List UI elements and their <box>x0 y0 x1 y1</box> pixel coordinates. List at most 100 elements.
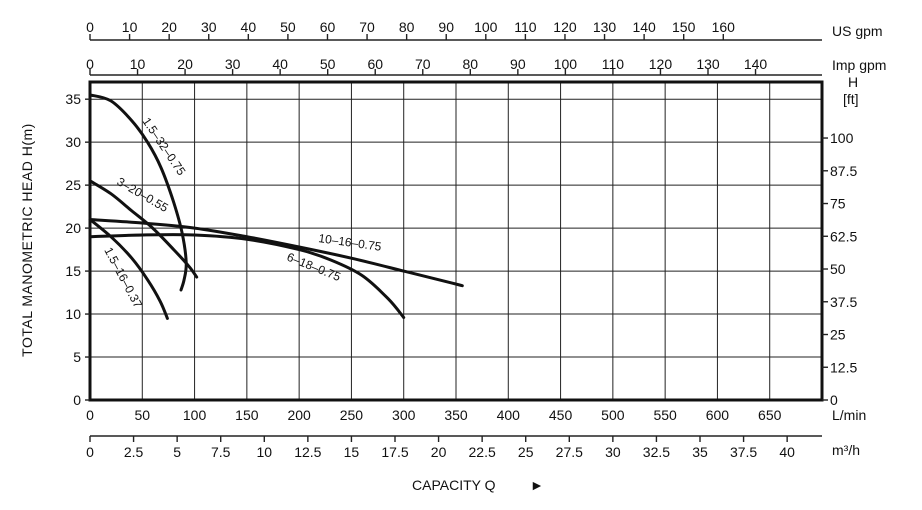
y-tick-label: 25 <box>65 177 81 193</box>
ft-unit-h: H <box>848 74 858 90</box>
x-tick-label: 300 <box>392 407 416 423</box>
imp-gpm-axis: Imp gpm 0 10 20 30 40 50 60 70 80 90 100 110 120 130 1… <box>86 56 886 76</box>
x-tick-label: 350 <box>444 407 468 423</box>
m3h-tick-label: 5 <box>173 444 181 460</box>
us-gpm-tick-label: 120 <box>553 19 577 35</box>
ft-tick-label: 12.5 <box>830 359 857 375</box>
us-gpm-tick-label: 60 <box>320 19 336 35</box>
x-tick-label: 0 <box>86 407 94 423</box>
m3h-tick-label: 12.5 <box>294 444 321 460</box>
m3h-unit: m³/h <box>832 442 860 458</box>
ft-unit-ft: [ft] <box>843 91 859 107</box>
ft-tick-label: 25 <box>830 327 846 343</box>
curve-label-1-5-16-0-37: 1.5–16–0.37 <box>101 245 145 311</box>
grid <box>89 82 822 401</box>
curve-3-20-0-55 <box>88 179 199 279</box>
m3h-tick-label: 7.5 <box>211 444 231 460</box>
m3h-tick-label: 37.5 <box>730 444 757 460</box>
y-tick-label: 30 <box>65 134 81 150</box>
us-gpm-tick-label: 40 <box>241 19 257 35</box>
imp-gpm-tick-label: 90 <box>510 56 526 72</box>
ft-tick-label: 37.5 <box>830 294 857 310</box>
ft-tick-label: 100 <box>830 130 854 146</box>
curve-label-1-5-32-0-75: 1.5–32–0.75 <box>140 115 189 178</box>
m3h-tick-label: 25 <box>518 444 534 460</box>
ft-tick-label: 87.5 <box>830 163 857 179</box>
imp-gpm-tick-label: 120 <box>649 56 673 72</box>
m3h-tick-label: 17.5 <box>381 444 408 460</box>
m3h-tick-label: 35 <box>692 444 708 460</box>
imp-gpm-tick-label: 60 <box>367 56 383 72</box>
x-tick-label: 650 <box>758 407 782 423</box>
ft-tick-label: 0 <box>830 392 838 408</box>
x-tick-label: 500 <box>601 407 625 423</box>
m3h-tick-label: 32.5 <box>643 444 670 460</box>
y-tick-label: 35 <box>65 91 81 107</box>
m3h-tick-label: 27.5 <box>556 444 583 460</box>
us-gpm-axis: US gpm 0 10 20 30 40 50 60 70 80 90 100 110 120 130 14… <box>86 19 883 41</box>
head-m-axis: TOTAL MANOMETRIC HEAD H(m) 0 5 10 15 20 25 30 3… <box>19 91 90 408</box>
us-gpm-tick-label: 150 <box>672 19 696 35</box>
imp-gpm-tick-label: 0 <box>86 56 94 72</box>
us-gpm-unit: US gpm <box>832 23 883 39</box>
m3h-tick-label: 10 <box>256 444 272 460</box>
us-gpm-tick-label: 160 <box>712 19 736 35</box>
us-gpm-tick-label: 80 <box>399 19 415 35</box>
imp-gpm-tick-label: 50 <box>320 56 336 72</box>
curves <box>88 93 464 320</box>
lmin-unit: L/min <box>832 407 866 423</box>
curve-1-5-32-0-75 <box>88 93 188 292</box>
x-tick-label: 450 <box>549 407 573 423</box>
curve-6-18-0-75 <box>88 233 406 319</box>
x-tick-label: 50 <box>134 407 150 423</box>
m3h-axis: m³/h 0 2.5 5 7.5 10 12.5 15 17.5 20 22.5 25 27.5 30 3… <box>86 435 860 460</box>
head-ft-axis: H [ft] 0 12.5 25 37.5 50 62.5 75 87.5 100 <box>822 74 859 408</box>
curve-10-16-0-75 <box>88 218 464 288</box>
imp-gpm-tick-label: 110 <box>602 56 625 72</box>
x-tick-label: 400 <box>497 407 521 423</box>
ft-tick-label: 50 <box>830 261 846 277</box>
ft-tick-label: 62.5 <box>830 228 857 244</box>
x-tick-label: 100 <box>183 407 207 423</box>
imp-gpm-tick-label: 80 <box>463 56 479 72</box>
us-gpm-tick-label: 130 <box>593 19 617 35</box>
imp-gpm-tick-label: 40 <box>272 56 288 72</box>
us-gpm-tick-label: 100 <box>474 19 498 35</box>
plot-frame <box>88 80 824 402</box>
y-tick-label: 20 <box>65 220 81 236</box>
us-gpm-tick-label: 140 <box>632 19 656 35</box>
x-tick-label: 200 <box>287 407 311 423</box>
imp-gpm-tick-label: 70 <box>415 56 431 72</box>
us-gpm-tick-label: 70 <box>359 19 375 35</box>
curve-labels: 1.5–32–0.753–20–0.551.5–16–0.3710–16–0.7… <box>101 115 382 311</box>
curve-label-10-16-0-75: 10–16–0.75 <box>318 231 383 254</box>
x-tick-label: 250 <box>340 407 364 423</box>
us-gpm-tick-label: 110 <box>514 19 537 35</box>
imp-gpm-unit: Imp gpm <box>832 57 886 73</box>
imp-gpm-tick-label: 10 <box>130 56 146 72</box>
x-tick-label: 600 <box>706 407 730 423</box>
us-gpm-tick-label: 30 <box>201 19 217 35</box>
us-gpm-tick-label: 10 <box>122 19 138 35</box>
y-tick-label: 15 <box>65 263 81 279</box>
imp-gpm-tick-label: 140 <box>744 56 768 72</box>
us-gpm-tick-label: 0 <box>86 19 94 35</box>
m3h-tick-label: 2.5 <box>124 444 144 460</box>
imp-gpm-tick-label: 20 <box>177 56 193 72</box>
m3h-tick-label: 0 <box>86 444 94 460</box>
x-axis-label: CAPACITY Q <box>412 477 496 493</box>
m3h-tick-label: 22.5 <box>469 444 496 460</box>
us-gpm-tick-label: 90 <box>438 19 454 35</box>
m3h-tick-label: 15 <box>344 444 360 460</box>
y-tick-label: 5 <box>73 349 81 365</box>
ft-tick-label: 75 <box>830 196 846 212</box>
m3h-tick-label: 30 <box>605 444 621 460</box>
x-axis-label-arrow: ► <box>530 477 544 493</box>
us-gpm-tick-label: 20 <box>161 19 177 35</box>
us-gpm-tick-label: 50 <box>280 19 296 35</box>
x-tick-label: 150 <box>235 407 259 423</box>
x-tick-label: 550 <box>653 407 677 423</box>
imp-gpm-tick-label: 30 <box>225 56 241 72</box>
imp-gpm-tick-label: 130 <box>696 56 720 72</box>
